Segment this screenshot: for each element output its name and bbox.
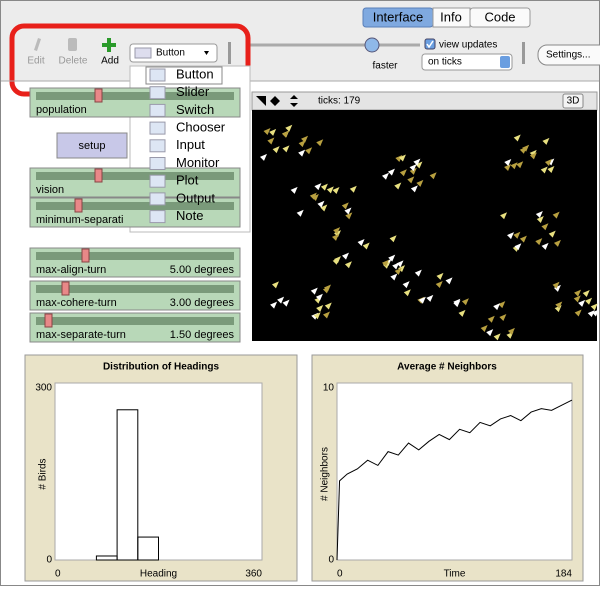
menu-item[interactable]: Monitor — [176, 155, 220, 170]
x-axis-label: Heading — [140, 569, 177, 580]
slider-label: minimum-separati — [36, 214, 123, 226]
menu-item[interactable]: Input — [176, 137, 205, 152]
menu-item-icon — [150, 122, 165, 134]
slider-knob[interactable] — [95, 169, 102, 182]
y-tick-label: 0 — [46, 555, 52, 566]
menu-item-icon — [150, 104, 165, 116]
select-stepper — [500, 56, 510, 68]
update-mode-value: on ticks — [428, 57, 462, 68]
y-tick-label: 0 — [328, 555, 334, 566]
tab-label: Info — [440, 9, 462, 24]
y-axis-label: # Neighbors — [320, 447, 331, 501]
x-axis-label: Time — [444, 569, 466, 580]
menu-item[interactable]: Switch — [176, 102, 214, 117]
menu-item-icon — [150, 69, 165, 81]
y-axis-label: # Birds — [38, 458, 49, 489]
x-tick-label: 184 — [555, 569, 572, 580]
view-updates-checkbox[interactable] — [425, 39, 435, 49]
tick-counter: ticks: 179 — [318, 96, 361, 107]
menu-item-icon — [150, 193, 165, 205]
plot-title: Average # Neighbors — [397, 362, 497, 373]
slider-label: max-cohere-turn — [36, 297, 117, 309]
widget-select-value: Button — [156, 48, 185, 59]
menu-item[interactable]: Plot — [176, 173, 199, 188]
menu-item[interactable]: Chooser — [176, 120, 226, 135]
view-updates-label: view updates — [439, 40, 497, 51]
setup-label: setup — [79, 140, 106, 152]
delete-label: Delete — [59, 56, 88, 67]
body: { "tabs": ["Interface", "Info", "Code"],… — [0, 0, 600, 586]
menu-item[interactable]: Slider — [176, 84, 210, 99]
menu-item[interactable]: Note — [176, 208, 203, 223]
menu-item-icon — [150, 158, 165, 170]
slider-knob[interactable] — [75, 199, 82, 212]
netlogo-window: Interface Info Code Edit Delete Add Butt… — [0, 0, 600, 586]
speed-knob[interactable] — [365, 38, 379, 52]
settings-label: Settings... — [546, 50, 590, 61]
3d-label: 3D — [567, 96, 580, 107]
slider-label: population — [36, 104, 87, 116]
tab-label: Code — [484, 9, 515, 24]
slider-knob[interactable] — [82, 249, 89, 262]
slider-knob[interactable] — [45, 314, 52, 327]
slider-label: vision — [36, 184, 64, 196]
x-tick-label: 0 — [337, 569, 343, 580]
edit-label: Edit — [27, 56, 44, 67]
view-header — [252, 92, 597, 110]
plot-area — [337, 383, 572, 560]
slider-value: 3.00 degrees — [170, 297, 235, 309]
x-tick-label: 0 — [55, 569, 61, 580]
delete-icon — [68, 38, 77, 51]
plot-area — [55, 383, 262, 560]
slider-label: max-align-turn — [36, 264, 106, 276]
slider-knob[interactable] — [62, 282, 69, 295]
slider-knob[interactable] — [95, 89, 102, 102]
add-label: Add — [101, 56, 119, 67]
button-icon — [135, 48, 151, 58]
menu-item[interactable]: Output — [176, 190, 215, 205]
y-tick-label: 10 — [323, 383, 335, 394]
separator — [522, 42, 525, 64]
separator — [228, 42, 231, 64]
slider-track — [36, 317, 234, 325]
slider-track — [36, 172, 234, 180]
x-tick-label: 360 — [245, 569, 262, 580]
plot-title: Distribution of Headings — [103, 362, 220, 373]
menu-item-icon — [150, 140, 165, 152]
slider-track — [36, 252, 234, 260]
speed-label: faster — [372, 61, 398, 72]
page: NetLogo Interface body { margin: 0; widt… — [0, 0, 600, 586]
slider-value: 5.00 degrees — [170, 264, 235, 276]
tab-label: Interface — [373, 9, 424, 24]
slider-label: max-separate-turn — [36, 329, 126, 341]
menu-item-icon — [150, 175, 165, 187]
slider-value: 1.50 degrees — [170, 329, 235, 341]
menu-item-icon — [150, 87, 165, 99]
y-tick-label: 300 — [35, 383, 52, 394]
menu-item-icon — [150, 211, 165, 223]
menu-item[interactable]: Button — [176, 66, 214, 81]
